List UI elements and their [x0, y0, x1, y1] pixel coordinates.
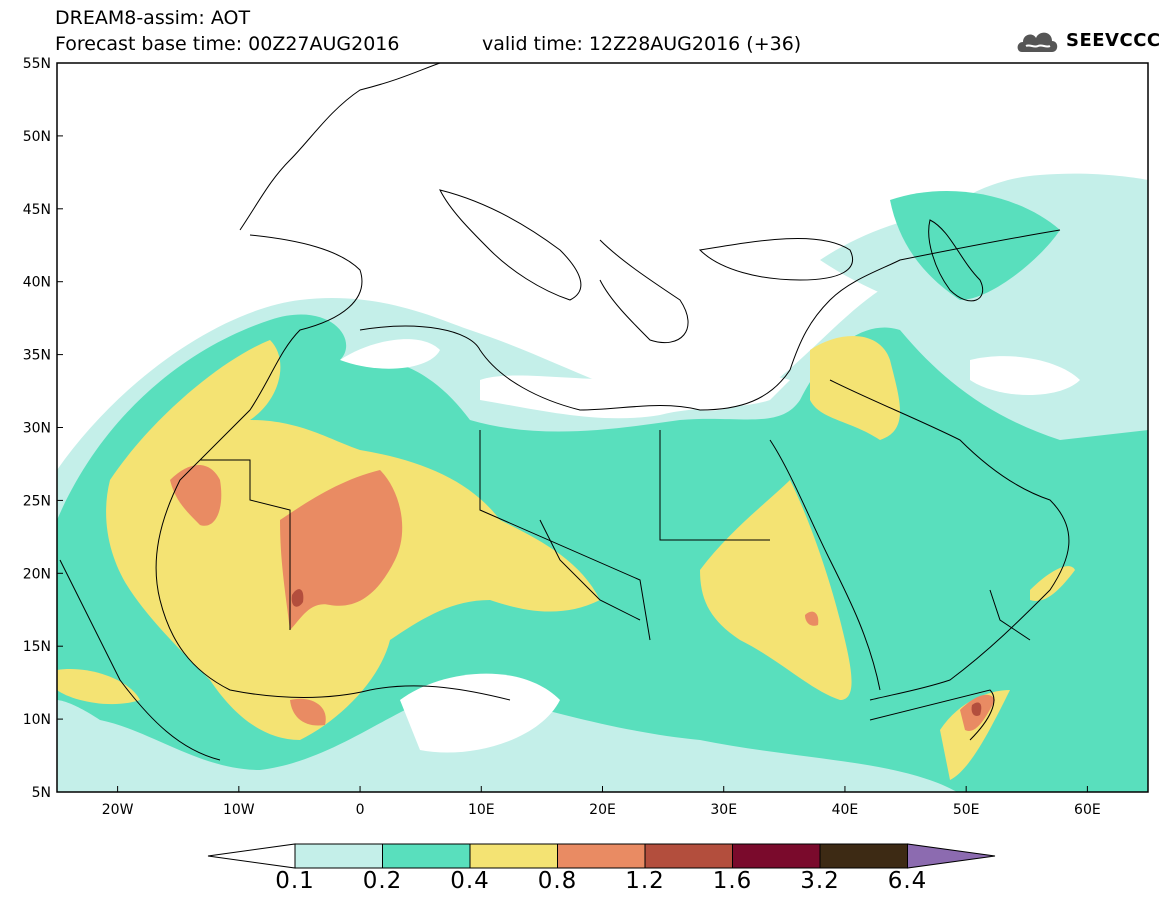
lat-label: 20N [23, 566, 51, 582]
cloud-icon [1017, 32, 1058, 52]
lat-label: 55N [23, 56, 51, 72]
coastlines [59, 63, 1070, 761]
lon-label: 20W [102, 802, 134, 818]
lon-label: 10W [223, 802, 255, 818]
colorbar-low-arrow [207, 843, 296, 869]
valid-time: valid time: 12Z28AUG2016 (+36) [482, 33, 802, 55]
lat-label: 10N [23, 712, 51, 728]
colorbar-label: 1.6 [712, 868, 753, 894]
seevccc-logo: SEEVCCC [1066, 30, 1161, 51]
lat-label: 30N [23, 421, 51, 437]
colorbar-swatch [732, 843, 821, 869]
colorbar-swatch [294, 843, 383, 869]
colorbar-swatch [557, 843, 646, 869]
lon-label: 0 [356, 802, 365, 818]
lat-label: 5N [32, 785, 51, 801]
latitude-axis: 55N 50N 45N 40N 35N 30N 25N 20N 15N 10N 5N [23, 56, 63, 801]
colorbar-label: 0.2 [362, 868, 403, 894]
colorbar-swatch [469, 843, 558, 869]
colorbar-high-arrow [907, 843, 996, 869]
colorbar-label: 6.4 [887, 868, 928, 894]
lon-label: 40E [832, 802, 859, 818]
lon-label: 30E [710, 802, 737, 818]
lat-label: 35N [23, 348, 51, 364]
aot-band-0.8 [170, 465, 995, 731]
lat-label: 40N [23, 275, 51, 291]
colorbar-swatch [819, 843, 908, 869]
lon-label: 10E [468, 802, 495, 818]
colorbar-label: 1.2 [625, 868, 665, 894]
lon-label: 60E [1074, 802, 1101, 818]
colorbar-label: 0.1 [275, 868, 315, 894]
clean-areas [340, 339, 1080, 753]
lat-label: 50N [23, 129, 51, 145]
lat-label: 15N [23, 639, 51, 655]
lon-label: 50E [953, 802, 980, 818]
lat-label: 25N [23, 493, 51, 509]
colorbar-label: 0.8 [537, 868, 578, 894]
longitude-axis: 20W 10W 0 10E 20E 30E 40E 50E 60E [102, 786, 1101, 818]
lon-label: 20E [589, 802, 616, 818]
colorbar-swatch [382, 843, 471, 869]
colorbar-label: 3.2 [800, 868, 840, 894]
map-title: DREAM8-assim: AOT [55, 7, 251, 29]
colorbar-swatch [644, 843, 733, 869]
colorbar-label: 0.4 [450, 868, 490, 894]
lat-label: 45N [23, 202, 51, 218]
forecast-base-time: Forecast base time: 00Z27AUG2016 [55, 33, 400, 55]
aot-band-1.2 [291, 589, 982, 716]
